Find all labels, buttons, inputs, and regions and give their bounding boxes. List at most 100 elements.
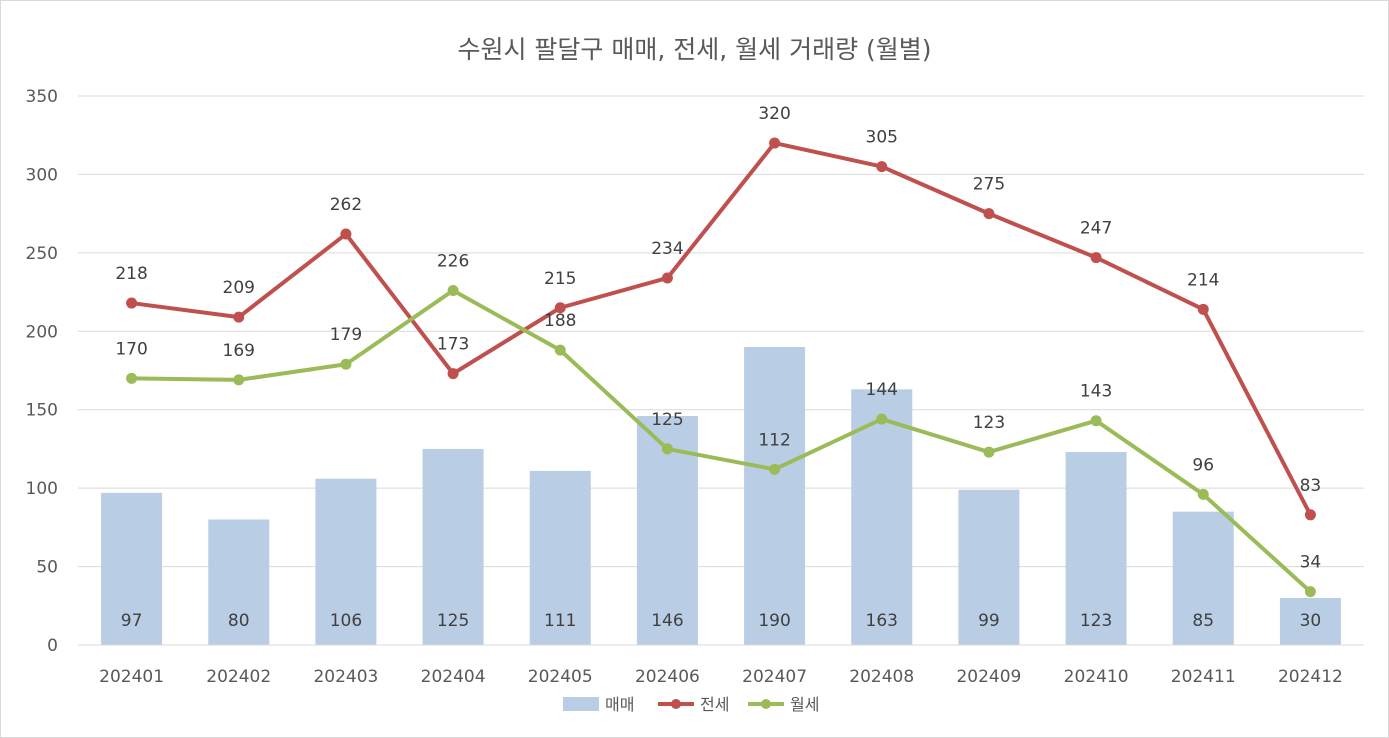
bar-data-label: 106: [330, 611, 362, 631]
point-월세-202411: [1197, 488, 1209, 500]
y-axis: 0 50 100 150 200 250 300 350: [26, 87, 58, 656]
y-tick-label: 200: [26, 322, 58, 342]
line-data-label: 123: [973, 413, 1005, 433]
line-data-label: 125: [651, 410, 683, 430]
legend-label: 월세: [790, 695, 819, 714]
line-data-label: 83: [1300, 476, 1322, 496]
line-data-label: 169: [223, 341, 255, 361]
legend-item-매매: 매매: [563, 695, 634, 714]
line-data-label: 275: [973, 175, 1005, 195]
x-tick-label: 202403: [313, 667, 378, 687]
point-월세-202401: [126, 372, 138, 384]
chart-title: 수원시 팔달구 매매, 전세, 월세 거래량 (월별): [457, 35, 932, 64]
bar-data-label: 111: [544, 611, 576, 631]
point-전세-202409: [983, 208, 995, 220]
y-tick-label: 0: [47, 636, 58, 656]
line-data-label: 305: [866, 128, 898, 148]
line-series: [126, 137, 1316, 598]
x-tick-label: 202410: [1064, 667, 1129, 687]
point-월세-202403: [340, 358, 352, 370]
x-tick-label: 202411: [1171, 667, 1236, 687]
line-data-label: 143: [1080, 382, 1112, 402]
point-월세-202412: [1304, 586, 1316, 598]
line-data-label: 320: [758, 104, 790, 124]
x-tick-label: 202406: [635, 667, 700, 687]
bar-labels: 97 80 106 125 111 146 190 163 99 123 85 30: [121, 611, 1321, 631]
line-data-label: 234: [651, 239, 683, 259]
bar-data-label: 30: [1300, 611, 1322, 631]
line-data-label: 262: [330, 195, 362, 215]
legend: 매매 전세 월세: [563, 695, 819, 714]
line-data-label: 34: [1300, 553, 1322, 573]
bar-data-label: 80: [228, 611, 250, 631]
point-전세-202401: [126, 297, 138, 309]
point-전세-202411: [1197, 303, 1209, 315]
point-월세-202410: [1090, 415, 1102, 427]
legend-swatch: [563, 697, 599, 711]
bar-data-label: 99: [978, 611, 1000, 631]
point-전세-202410: [1090, 252, 1102, 264]
x-tick-label: 202407: [742, 667, 807, 687]
line-labels: 218 209 262 173 215 234 320 305 275 247 214 83 170 16…: [115, 104, 1321, 573]
point-월세-202406: [661, 443, 673, 455]
point-전세-202402: [233, 311, 245, 323]
y-tick-label: 250: [26, 244, 58, 264]
legend-label: 매매: [605, 695, 634, 714]
point-월세-202409: [983, 446, 995, 458]
bar-202411: [1172, 511, 1234, 645]
x-tick-label: 202408: [849, 667, 914, 687]
point-월세-202407: [769, 463, 781, 475]
bar-data-label: 123: [1080, 611, 1112, 631]
x-axis: 202401 202402 202403 202404 202405 202406 2024…: [78, 644, 1364, 687]
point-월세-202405: [554, 344, 566, 356]
bar-202405: [529, 470, 591, 645]
bar-data-label: 146: [651, 611, 683, 631]
x-tick-label: 202405: [528, 667, 593, 687]
gridlines: [78, 95, 1364, 646]
line-data-label: 247: [1080, 219, 1112, 239]
line-월세: [131, 288, 1312, 594]
bar-202407: [744, 346, 806, 645]
line-data-label: 144: [866, 380, 898, 400]
point-전세-202412: [1304, 509, 1316, 521]
point-전세-202404: [447, 368, 459, 380]
y-tick-label: 50: [36, 558, 58, 578]
bar-data-label: 190: [758, 611, 790, 631]
x-tick-label: 202402: [206, 667, 271, 687]
line-data-label: 179: [330, 325, 362, 345]
legend-item-월세: 월세: [748, 695, 819, 714]
point-전세-202403: [340, 228, 352, 240]
point-전세-202405: [554, 302, 566, 314]
legend-label: 전세: [700, 695, 729, 714]
bar-202409: [958, 489, 1020, 645]
x-tick-label: 202401: [99, 667, 164, 687]
y-tick-label: 300: [26, 165, 58, 185]
line-data-label: 173: [437, 335, 469, 355]
bar-data-label: 97: [121, 611, 143, 631]
bar-202410: [1065, 452, 1127, 645]
bar-202403: [315, 478, 377, 645]
point-전세-202406: [661, 272, 673, 284]
point-전세-202408: [876, 161, 888, 173]
x-tick-label: 202404: [421, 667, 486, 687]
bar-202401: [101, 492, 163, 645]
point-전세-202407: [769, 137, 781, 149]
line-data-label: 209: [223, 278, 255, 298]
line-data-label: 218: [115, 264, 147, 284]
line-data-label: 226: [437, 252, 469, 272]
legend-item-전세: 전세: [658, 695, 729, 714]
x-tick-label: 202412: [1278, 667, 1343, 687]
legend-marker: [761, 699, 771, 709]
y-tick-label: 100: [26, 479, 58, 499]
point-월세-202402: [233, 374, 245, 386]
bar-202412: [1279, 597, 1341, 645]
line-data-label: 214: [1187, 270, 1219, 290]
bar-data-label: 163: [866, 611, 898, 631]
bar-202402: [208, 519, 270, 645]
line-전세: [131, 141, 1313, 516]
line-data-label: 96: [1192, 455, 1214, 475]
point-월세-202404: [447, 285, 459, 297]
y-tick-label: 350: [26, 87, 58, 107]
line-data-label: 188: [544, 311, 576, 331]
